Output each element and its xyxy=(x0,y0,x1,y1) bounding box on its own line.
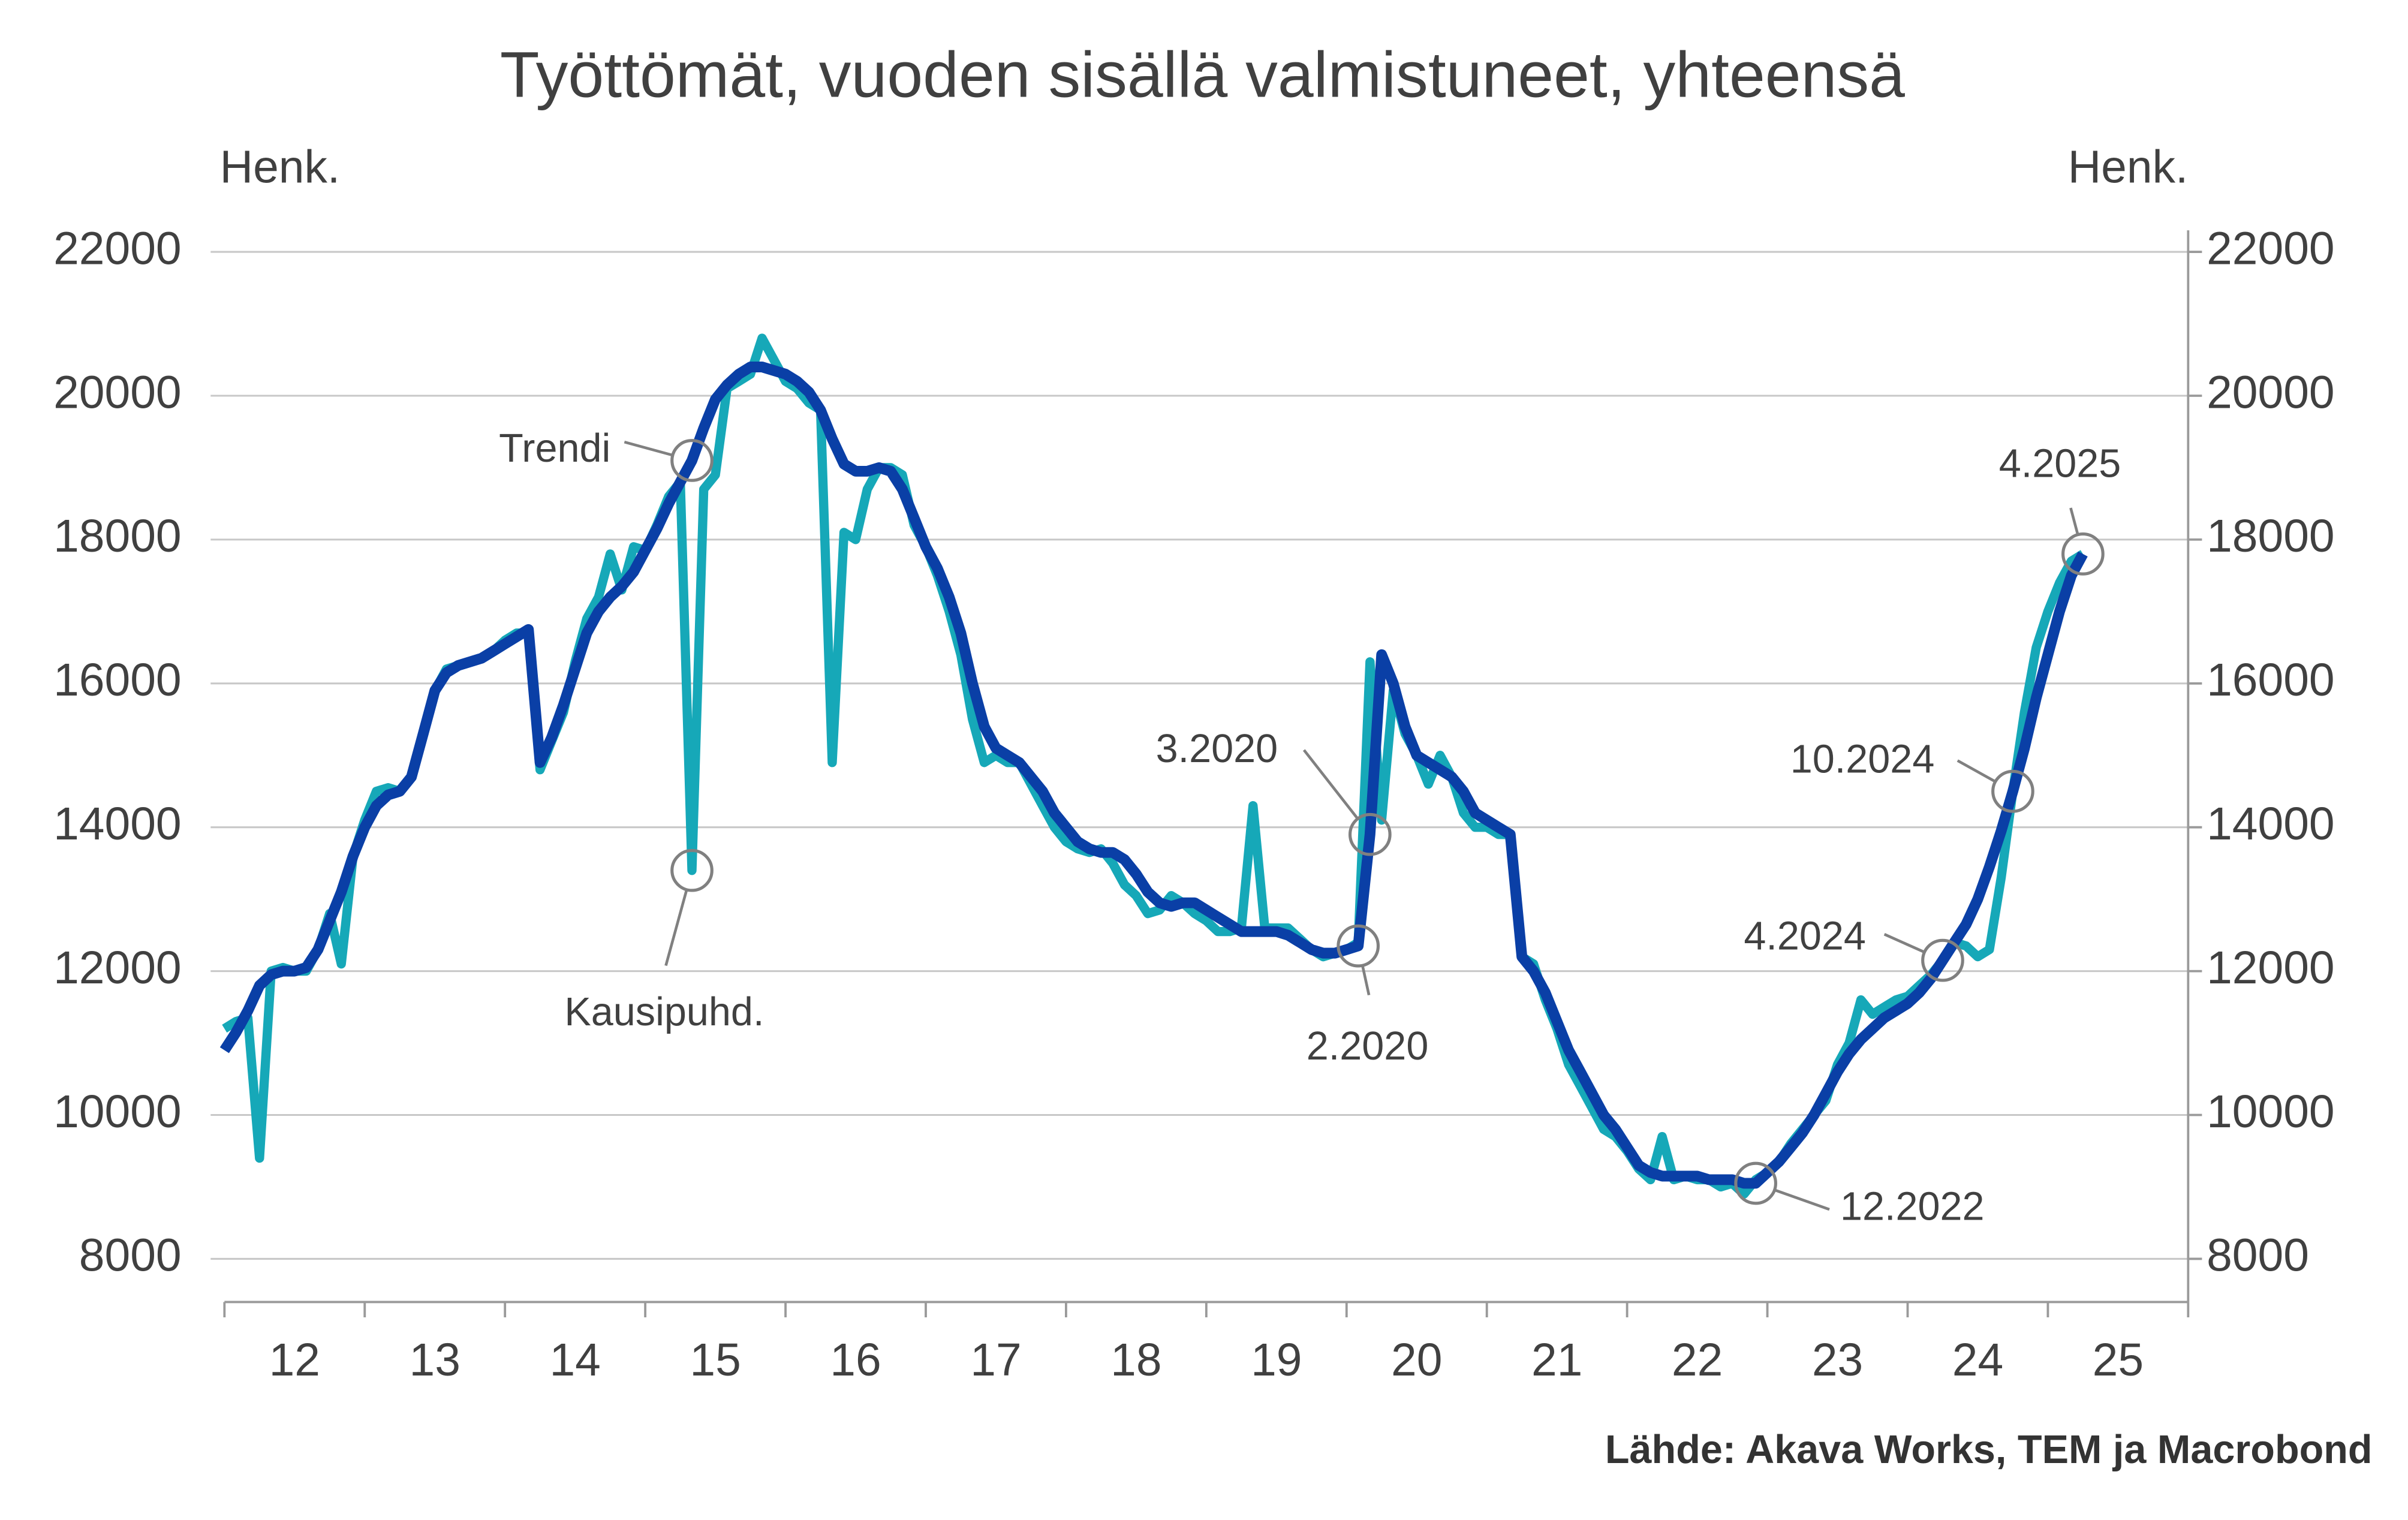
y2-axis-label: Henk. xyxy=(2068,142,2189,193)
x-tick-label: 17 xyxy=(970,1334,1021,1386)
annotation-marker xyxy=(1348,812,1392,856)
y2-tick-label: 10000 xyxy=(2207,1086,2335,1137)
annotation-leader xyxy=(1956,759,1996,783)
annotation-leader xyxy=(664,889,688,967)
x-tick-label: 12 xyxy=(269,1334,320,1386)
x-tick-label: 22 xyxy=(1672,1334,1723,1386)
annotation-label: 2.2020 xyxy=(1307,1024,1429,1068)
annotation-label: 3.2020 xyxy=(1156,727,1278,771)
y-tick-label: 14000 xyxy=(53,798,182,850)
y2-tick-label: 14000 xyxy=(2207,798,2335,850)
annotation-label: 4.2024 xyxy=(1744,914,1866,958)
annotation-marker xyxy=(670,848,714,892)
y2-tick-label: 18000 xyxy=(2207,510,2335,562)
x-tick-label: 20 xyxy=(1391,1334,1442,1386)
x-tick-label: 14 xyxy=(549,1334,600,1386)
x-tick-label: 24 xyxy=(1952,1334,2003,1386)
x-tick-label: 16 xyxy=(830,1334,881,1386)
y-tick-label: 10000 xyxy=(53,1086,182,1137)
y2-tick-label: 16000 xyxy=(2207,654,2335,706)
y2-tick-label: 8000 xyxy=(2207,1230,2309,1281)
annotation-label: 10.2024 xyxy=(1790,738,1935,782)
annotation-leader xyxy=(1774,1188,1830,1211)
annotation-marker xyxy=(1734,1161,1777,1205)
x-tick-label: 23 xyxy=(1812,1334,1863,1386)
y2-tick-label: 22000 xyxy=(2207,222,2335,274)
source: Lähde: Akava Works, TEM ja Macrobond xyxy=(1605,1428,2373,1472)
annotation-marker xyxy=(1337,924,1380,968)
annotation-leader xyxy=(1302,749,1359,820)
x-tick-label: 13 xyxy=(410,1334,460,1386)
y-tick-label: 18000 xyxy=(53,510,182,562)
x-tick-label: 19 xyxy=(1251,1334,1302,1386)
x-tick-label: 18 xyxy=(1110,1334,1161,1386)
y-tick-label: 8000 xyxy=(79,1230,182,1281)
annotation-label: 4.2025 xyxy=(1999,442,2121,486)
series-line xyxy=(219,362,2088,1189)
y-tick-label: 16000 xyxy=(53,654,182,706)
annotation-label: Kausipuhd. xyxy=(564,990,764,1034)
chart-title: Työttömät, vuoden sisällä valmistuneet, … xyxy=(500,39,1905,111)
annotation-leader xyxy=(2069,507,2079,535)
y-tick-label: 22000 xyxy=(53,222,182,274)
annotation-label: 12.2022 xyxy=(1840,1185,1985,1229)
y-tick-label: 12000 xyxy=(53,942,182,994)
x-tick-label: 15 xyxy=(690,1334,741,1386)
annotation-marker xyxy=(1921,938,1964,982)
annotation-leader xyxy=(624,440,673,457)
annotation-label: Trendi xyxy=(499,426,610,471)
y-axis-label: Henk. xyxy=(220,142,341,193)
annotation-marker xyxy=(2061,532,2105,576)
annotation-marker xyxy=(1991,769,2034,813)
annotation-marker xyxy=(670,439,714,482)
y2-tick-label: 20000 xyxy=(2207,366,2335,418)
annotation-leader xyxy=(1883,932,1925,954)
annotation-leader xyxy=(1361,965,1371,996)
x-tick-label: 25 xyxy=(2093,1334,2144,1386)
y-tick-label: 20000 xyxy=(53,366,182,418)
x-tick-label: 21 xyxy=(1531,1334,1582,1386)
y2-tick-label: 12000 xyxy=(2207,942,2335,994)
